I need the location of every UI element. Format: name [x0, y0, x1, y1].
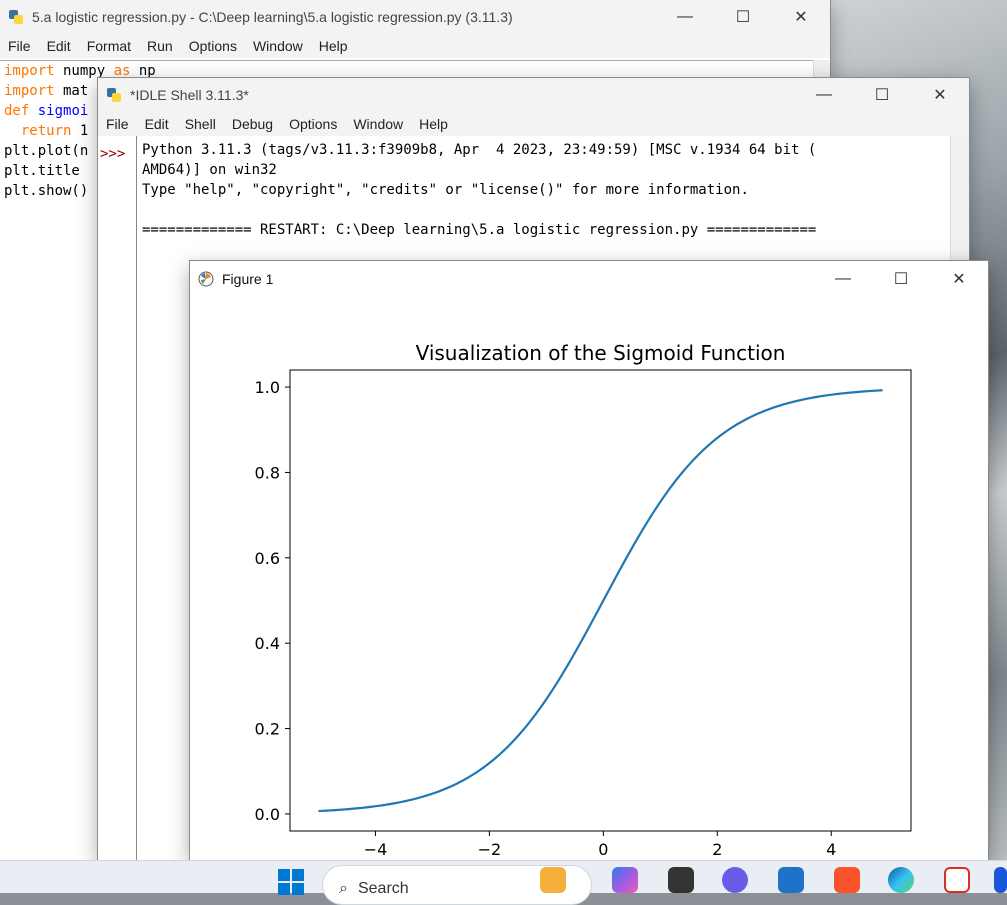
- editor-menu-run[interactable]: Run: [147, 38, 173, 54]
- brave-browser-icon[interactable]: [834, 867, 860, 893]
- sigmoid-line: [318, 389, 883, 813]
- code-line: import numpy as np: [4, 63, 156, 79]
- python-icon: [107, 88, 121, 102]
- sigmoid-chart: Visualization of the Sigmoid Function 0.0…: [255, 341, 912, 859]
- editor-code-area[interactable]: import numpy as np import mat def sigmoi r…: [0, 60, 816, 860]
- shell-line: [142, 200, 948, 220]
- shell-titlebar[interactable]: *IDLE Shell 3.11.3* — ☐ ✕: [98, 78, 969, 112]
- editor-close-button[interactable]: ✕: [794, 9, 808, 26]
- copilot-icon[interactable]: [612, 867, 638, 893]
- y-tick-label: 0.6: [255, 549, 280, 568]
- figure-maximize-button[interactable]: ☐: [893, 271, 909, 288]
- figure-window[interactable]: Figure 1 — ☐ ✕ Visualization of the Sigm…: [190, 261, 988, 860]
- code-line: plt.plot(n: [4, 143, 89, 159]
- plot-frame: [289, 369, 912, 832]
- edge-browser-icon[interactable]: [888, 867, 914, 893]
- shell-line: Python 3.11.3 (tags/v3.11.3:f3909b8, Apr…: [142, 142, 817, 158]
- store-icon[interactable]: [778, 867, 804, 893]
- chart-title: Visualization of the Sigmoid Function: [416, 341, 786, 365]
- x-tick-label: −4: [364, 840, 388, 859]
- code-line: plt.show(): [4, 183, 89, 199]
- code-line: import mat: [4, 83, 89, 99]
- y-tick-label: 0.8: [255, 463, 280, 482]
- search-icon: ⌕: [339, 880, 348, 897]
- editor-menu-edit[interactable]: Edit: [46, 38, 71, 54]
- shell-menu-options[interactable]: Options: [289, 116, 338, 132]
- y-tick-label: 0.4: [255, 634, 280, 653]
- shell-menu-file[interactable]: File: [106, 116, 129, 132]
- editor-menubar: File Edit Format Run Options Window Help: [0, 34, 830, 58]
- figure-minimize-button[interactable]: —: [835, 270, 851, 287]
- figure-titlebar[interactable]: Figure 1 — ☐ ✕: [190, 261, 988, 297]
- pinned-app-icon-edge[interactable]: [994, 867, 1007, 893]
- shell-line: Type "help", "copyright", "credits" or "…: [142, 182, 749, 198]
- shell-line: AMD64)] on win32: [142, 162, 277, 178]
- gmail-icon[interactable]: [944, 867, 970, 893]
- shell-minimize-button[interactable]: —: [816, 86, 832, 103]
- shell-menu-debug[interactable]: Debug: [231, 116, 274, 132]
- x-tick-label: 4: [826, 840, 836, 859]
- code-line: return 1: [4, 123, 89, 139]
- search-label: Search: [357, 880, 409, 897]
- shell-title: *IDLE Shell 3.11.3*: [130, 87, 249, 103]
- y-tick-label: 1.0: [255, 378, 280, 397]
- chat-app-icon[interactable]: [722, 867, 748, 893]
- editor-title: 5.a logistic regression.py - C:\Deep lea…: [32, 9, 513, 25]
- editor-titlebar[interactable]: 5.a logistic regression.py - C:\Deep lea…: [0, 0, 830, 34]
- shell-menubar: File Edit Shell Debug Options Window Help: [98, 112, 969, 136]
- terminal-icon[interactable]: [668, 867, 694, 893]
- editor-minimize-button[interactable]: —: [677, 8, 693, 25]
- y-tick-label: 0.2: [255, 720, 280, 739]
- figure-title: Figure 1: [222, 271, 274, 287]
- windows-icon: [278, 869, 304, 895]
- shell-menu-help[interactable]: Help: [419, 116, 448, 132]
- taskbar: ⌕ Search: [0, 860, 1007, 905]
- x-tick-label: 0: [598, 840, 608, 859]
- shell-close-button[interactable]: ✕: [933, 87, 947, 104]
- editor-menu-options[interactable]: Options: [188, 38, 237, 54]
- x-tick-label: 2: [712, 840, 722, 859]
- editor-menu-format[interactable]: Format: [86, 38, 132, 54]
- shell-output[interactable]: Python 3.11.3 (tags/v3.11.3:f3909b8, Apr…: [142, 140, 948, 240]
- start-button[interactable]: [276, 867, 304, 895]
- shell-maximize-button[interactable]: ☐: [874, 87, 890, 104]
- editor-menu-help[interactable]: Help: [318, 38, 348, 54]
- matplotlib-icon: [198, 271, 214, 287]
- python-icon: [9, 10, 23, 24]
- shell-menu-edit[interactable]: Edit: [144, 116, 169, 132]
- figure-close-button[interactable]: ✕: [952, 271, 966, 288]
- editor-maximize-button[interactable]: ☐: [735, 9, 751, 26]
- pinned-app-icon[interactable]: [540, 867, 566, 893]
- code-line: plt.title: [4, 163, 80, 179]
- shell-prompt: >>>: [100, 146, 126, 162]
- shell-prompt-gutter: [98, 136, 137, 860]
- shell-menu-window[interactable]: Window: [353, 116, 404, 132]
- x-tick-label: −2: [478, 840, 502, 859]
- shell-line: ============= RESTART: C:\Deep learning\…: [142, 222, 817, 238]
- editor-menu-window[interactable]: Window: [252, 38, 303, 54]
- y-tick-label: 0.0: [255, 805, 280, 824]
- editor-menu-file[interactable]: File: [8, 38, 31, 54]
- code-line: def sigmoi: [4, 103, 89, 119]
- shell-menu-shell[interactable]: Shell: [184, 116, 216, 132]
